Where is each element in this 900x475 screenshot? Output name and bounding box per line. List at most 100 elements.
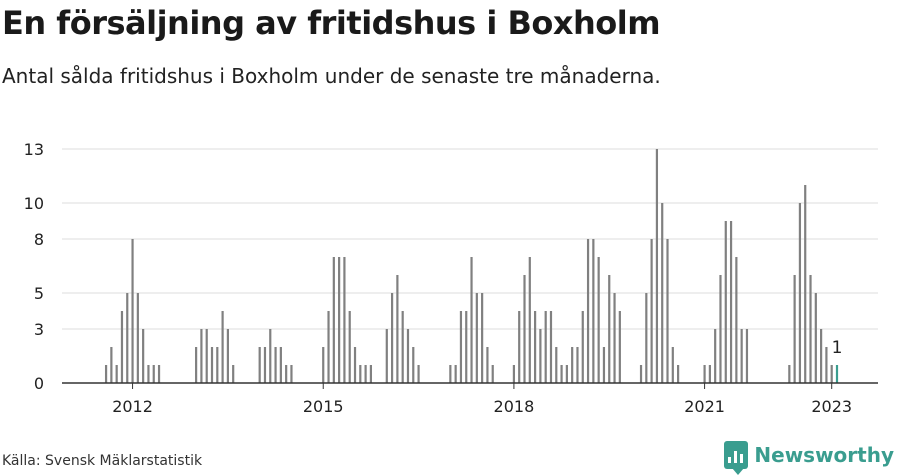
bar	[724, 221, 727, 383]
bar	[650, 239, 653, 383]
x-tick-label: 2023	[811, 397, 852, 416]
bars	[104, 149, 839, 383]
bar	[343, 257, 346, 383]
bar	[157, 365, 161, 383]
bar	[798, 203, 802, 383]
bar	[491, 365, 494, 383]
bar	[608, 275, 611, 383]
grid-lines	[62, 148, 878, 330]
bar	[475, 293, 478, 383]
bar	[645, 293, 648, 383]
bar	[390, 293, 394, 383]
bar	[369, 365, 373, 383]
bar	[544, 311, 547, 383]
bar	[353, 347, 357, 383]
bar	[290, 365, 293, 383]
bar	[533, 311, 537, 383]
bar	[814, 293, 817, 383]
bar	[486, 347, 489, 383]
x-tick-label: 2015	[303, 397, 344, 416]
bar	[136, 293, 139, 383]
bar	[221, 311, 224, 383]
bar	[565, 365, 568, 383]
y-tick-label: 10	[24, 194, 44, 213]
bar	[735, 257, 738, 383]
bar	[274, 347, 277, 383]
x-tick-label: 2021	[684, 397, 725, 416]
y-tick-label: 0	[34, 374, 44, 393]
bar	[793, 275, 796, 383]
y-tick-label: 13	[24, 140, 44, 159]
bar	[740, 329, 743, 383]
bar	[147, 365, 150, 383]
bar-chart-logo-icon	[724, 441, 749, 475]
annotations: 1	[832, 338, 843, 358]
bar	[586, 239, 590, 383]
bar	[232, 365, 235, 383]
bar	[195, 347, 198, 383]
bar	[417, 365, 420, 383]
bar	[639, 365, 643, 383]
bar	[820, 329, 823, 383]
bar	[729, 221, 733, 383]
bar	[666, 239, 669, 383]
bar	[279, 347, 282, 383]
y-tick-label: 5	[34, 284, 44, 303]
bar	[152, 365, 155, 383]
bar	[613, 293, 616, 383]
bar	[216, 347, 219, 383]
bar	[677, 365, 680, 383]
source-note: Källa: Svensk Mäklarstatistik	[2, 453, 203, 469]
bar	[258, 347, 261, 383]
bar	[539, 329, 542, 383]
bar	[449, 365, 452, 383]
bar	[322, 347, 325, 383]
brand-logo[interactable]: Newsworthy	[724, 441, 894, 475]
bar	[528, 257, 531, 383]
bar	[110, 347, 113, 383]
bar	[581, 311, 584, 383]
bar	[348, 311, 351, 383]
bar	[703, 365, 706, 383]
x-tick-label: 2018	[494, 397, 535, 416]
bar	[560, 365, 563, 383]
y-axis-ticks: 0 3 5 8 10 13	[24, 140, 44, 393]
bar	[809, 275, 812, 383]
bar	[104, 365, 108, 383]
bar	[825, 347, 828, 383]
bar	[571, 347, 574, 383]
bar	[518, 311, 521, 383]
bar	[512, 365, 516, 383]
y-tick-label: 8	[34, 230, 44, 249]
bar-highlight	[835, 365, 839, 383]
y-tick-label: 3	[34, 320, 44, 339]
chart-subtitle: Antal sålda fritidshus i Boxholm under d…	[2, 64, 661, 88]
bar	[602, 347, 606, 383]
bar	[671, 347, 674, 383]
bar	[597, 257, 600, 383]
bar	[200, 329, 203, 383]
bar	[126, 293, 129, 383]
data-label: 1	[832, 338, 843, 358]
bar	[142, 329, 145, 383]
bar	[359, 365, 362, 383]
bar	[327, 311, 330, 383]
bar	[226, 329, 229, 383]
bar	[401, 311, 404, 383]
bar	[470, 257, 473, 383]
bar	[481, 293, 484, 383]
bar	[364, 365, 367, 383]
bar	[708, 365, 711, 383]
bar	[120, 311, 124, 383]
bar	[396, 275, 399, 383]
bar	[576, 347, 579, 383]
bar	[618, 311, 621, 383]
bar	[406, 329, 410, 383]
bar	[719, 275, 722, 383]
bar	[804, 185, 807, 383]
bar	[788, 365, 791, 383]
bar	[465, 311, 468, 383]
bar	[454, 365, 457, 383]
bar	[655, 149, 659, 383]
bar	[714, 329, 717, 383]
